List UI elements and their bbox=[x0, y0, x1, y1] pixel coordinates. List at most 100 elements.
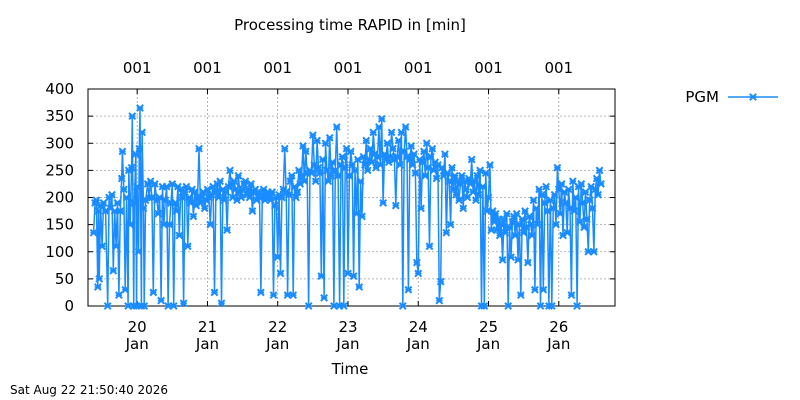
data-point-marker bbox=[448, 163, 456, 172]
data-point-marker bbox=[313, 136, 321, 145]
x-tick-label-day: 25 bbox=[479, 318, 498, 336]
data-point-marker bbox=[183, 242, 192, 251]
data-point-marker bbox=[582, 215, 591, 224]
data-point-marker bbox=[374, 123, 383, 131]
x-tick-label-month: Jan bbox=[406, 335, 430, 353]
y-tick-label: 350 bbox=[45, 107, 74, 125]
data-point-marker bbox=[581, 188, 590, 196]
data-point-marker bbox=[351, 166, 359, 175]
data-point-marker bbox=[226, 166, 234, 175]
x-tick-label-day: 24 bbox=[409, 318, 428, 336]
data-point-marker bbox=[556, 209, 565, 218]
data-point-marker bbox=[89, 228, 98, 237]
data-point-marker bbox=[109, 266, 118, 275]
data-point-marker bbox=[346, 147, 355, 156]
data-point-marker bbox=[471, 196, 480, 205]
data-point-marker bbox=[398, 302, 407, 310]
data-point-marker bbox=[408, 161, 417, 169]
data-point-marker bbox=[568, 177, 577, 186]
data-point-marker bbox=[578, 199, 587, 207]
data-point-marker bbox=[518, 215, 527, 224]
data-point-marker bbox=[311, 177, 320, 186]
y-tick-label: 300 bbox=[45, 134, 74, 152]
data-point-marker bbox=[328, 158, 337, 167]
data-point-marker bbox=[103, 302, 112, 310]
data-point-marker bbox=[514, 255, 522, 264]
top-tick-label: 001 bbox=[193, 59, 222, 77]
data-point-marker bbox=[154, 209, 163, 218]
data-point-marker bbox=[417, 204, 425, 213]
data-point-marker bbox=[292, 193, 300, 202]
data-point-marker bbox=[564, 185, 573, 194]
data-point-marker bbox=[130, 199, 139, 207]
data-point-marker bbox=[273, 253, 282, 262]
data-point-marker bbox=[271, 201, 279, 210]
data-point-marker bbox=[304, 302, 313, 310]
top-tick-label: 001 bbox=[263, 59, 292, 77]
data-point-marker bbox=[463, 193, 472, 202]
data-point-marker bbox=[502, 209, 511, 218]
data-point-marker bbox=[369, 128, 378, 137]
data-point-marker bbox=[206, 220, 215, 229]
data-point-marker bbox=[363, 166, 372, 175]
data-point-marker bbox=[570, 207, 579, 215]
x-tick-label-day: 20 bbox=[128, 318, 147, 336]
footer-timestamp: Sat Aug 22 21:50:40 2026 bbox=[10, 383, 168, 397]
data-point-marker bbox=[526, 220, 535, 229]
data-point-marker bbox=[425, 242, 434, 251]
data-point-marker bbox=[563, 228, 572, 237]
data-point-marker bbox=[528, 231, 536, 240]
x-tick-label-month: Jan bbox=[335, 335, 359, 353]
top-tick-label: 001 bbox=[334, 59, 363, 77]
data-point-marker bbox=[117, 174, 126, 183]
data-point-marker bbox=[507, 253, 515, 262]
data-point-marker bbox=[299, 142, 307, 150]
data-point-marker bbox=[98, 242, 106, 251]
data-point-marker bbox=[348, 161, 357, 169]
data-point-marker bbox=[588, 204, 597, 213]
data-point-marker bbox=[580, 223, 588, 232]
data-point-marker bbox=[169, 302, 178, 310]
data-point-marker bbox=[216, 177, 225, 186]
data-point-marker bbox=[324, 177, 333, 186]
x-tick-label-month: Jan bbox=[195, 335, 219, 353]
data-point-marker bbox=[484, 193, 493, 202]
y-tick-label: 0 bbox=[64, 297, 74, 315]
x-axis-label: Time bbox=[331, 360, 369, 378]
data-point-marker bbox=[412, 258, 421, 267]
data-point-marker bbox=[404, 285, 413, 294]
data-point-marker bbox=[542, 182, 551, 191]
data-point-marker bbox=[547, 302, 556, 310]
data-point-marker bbox=[220, 196, 229, 205]
data-point-marker bbox=[500, 215, 508, 224]
data-point-marker bbox=[533, 220, 542, 229]
data-point-marker bbox=[573, 302, 581, 310]
data-point-marker bbox=[280, 144, 289, 153]
data-point-marker bbox=[594, 190, 603, 199]
data-point-marker bbox=[478, 182, 487, 191]
data-point-marker bbox=[486, 161, 494, 169]
data-point-marker bbox=[394, 136, 403, 145]
series-line-pgm bbox=[92, 107, 602, 307]
data-point-marker bbox=[210, 288, 219, 297]
data-point-marker bbox=[455, 196, 463, 205]
data-point-marker bbox=[138, 128, 147, 137]
data-point-marker bbox=[126, 220, 135, 229]
data-point-marker bbox=[134, 247, 143, 256]
data-point-marker bbox=[133, 182, 142, 191]
data-point-marker bbox=[172, 207, 181, 215]
data-point-marker bbox=[121, 285, 130, 294]
data-point-marker bbox=[115, 291, 123, 300]
data-point-marker bbox=[140, 302, 149, 310]
chart-title: Processing time RAPID in [min] bbox=[234, 16, 466, 34]
data-point-marker bbox=[511, 231, 520, 240]
data-point-marker bbox=[379, 199, 388, 207]
data-point-marker bbox=[512, 209, 521, 218]
data-point-marker bbox=[377, 114, 386, 123]
data-point-marker bbox=[539, 285, 548, 294]
y-tick-label: 200 bbox=[45, 189, 74, 207]
data-point-marker bbox=[452, 190, 461, 199]
data-point-marker bbox=[338, 152, 347, 161]
data-point-marker bbox=[107, 190, 116, 199]
